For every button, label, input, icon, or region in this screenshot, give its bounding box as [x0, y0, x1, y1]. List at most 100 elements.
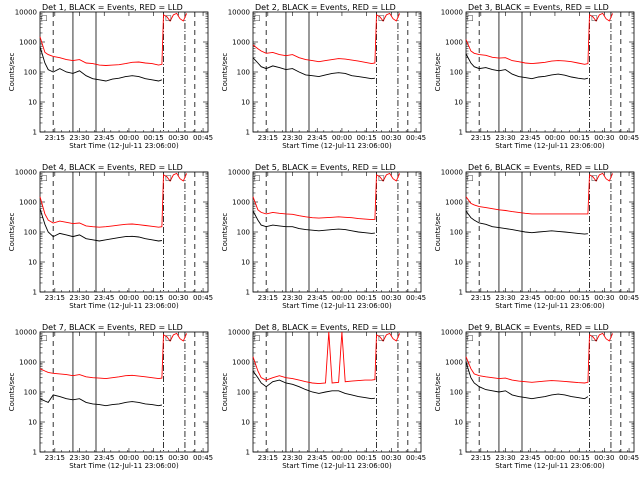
lld-series-line: [252, 12, 401, 65]
x-tick-label: 00:00: [119, 454, 139, 462]
corner-marker: □: [41, 334, 48, 342]
x-tick-label: 23:15: [258, 134, 278, 142]
corner-marker: □: [254, 334, 261, 342]
x-tick-label: 00:00: [545, 294, 565, 302]
x-axis-label: Start Time (12-Jul-11 23:06:00): [69, 462, 179, 470]
x-tick-label: 00:15: [144, 294, 164, 302]
corner-marker: □: [378, 174, 385, 182]
panel-title: Det 1, BLACK = Events, RED = LLD: [42, 3, 183, 12]
y-axis-label: Counts/sec: [434, 213, 442, 252]
y-tick-label: 1000: [445, 199, 463, 207]
x-tick-label: 23:30: [69, 454, 89, 462]
y-tick-label: 1: [33, 289, 37, 297]
events-series-line: [465, 210, 588, 235]
x-tick-label: 00:00: [545, 134, 565, 142]
y-tick-label: 1000: [445, 359, 463, 367]
corner-marker: □: [165, 174, 172, 182]
panel-title: Det 7, BLACK = Events, RED = LLD: [42, 323, 183, 332]
corner-marker: □: [467, 14, 474, 22]
corner-marker: □: [591, 174, 598, 182]
y-tick-label: 100: [450, 229, 463, 237]
plot-frame: [465, 331, 635, 453]
x-axis-label: Start Time (12-Jul-11 23:06:00): [495, 302, 605, 310]
corner-marker: □: [378, 14, 385, 22]
x-tick-label: 00:15: [144, 134, 164, 142]
x-tick-label: 00:00: [545, 454, 565, 462]
lld-series-line: [465, 12, 614, 65]
y-axis-label: Counts/sec: [434, 53, 442, 92]
y-tick-label: 100: [237, 389, 250, 397]
panel-title: Det 3, BLACK = Events, RED = LLD: [468, 3, 609, 12]
y-tick-label: 100: [24, 389, 37, 397]
events-series-line: [252, 370, 375, 400]
y-tick-label: 10: [241, 259, 250, 267]
x-tick-label: 23:45: [307, 454, 327, 462]
panel-title: Det 2, BLACK = Events, RED = LLD: [255, 3, 396, 12]
panel-5: Det 5, BLACK = Events, RED = LLD 1 10 100 10…: [221, 163, 426, 310]
y-tick-label: 100: [24, 229, 37, 237]
corner-marker: □: [254, 14, 261, 22]
panel-title: Det 8, BLACK = Events, RED = LLD: [255, 323, 396, 332]
events-series-line: [465, 361, 589, 400]
y-tick-label: 1: [246, 289, 250, 297]
panel-1: Det 1, BLACK = Events, RED = LLD 1 10 100 10…: [8, 3, 213, 150]
x-tick-label: 00:30: [594, 294, 614, 302]
y-tick-label: 1: [246, 129, 250, 137]
x-tick-label: 23:30: [69, 294, 89, 302]
y-tick-label: 100: [237, 69, 250, 77]
x-tick-label: 23:15: [471, 134, 491, 142]
y-tick-label: 10000: [15, 329, 37, 337]
y-tick-label: 10000: [441, 329, 463, 337]
plot-frame: [39, 171, 209, 293]
corner-marker: □: [467, 174, 474, 182]
x-axis-label: Start Time (12-Jul-11 23:06:00): [282, 302, 392, 310]
x-tick-label: 23:15: [258, 294, 278, 302]
x-tick-label: 23:15: [471, 294, 491, 302]
events-series-line: [39, 208, 162, 242]
panel-3: Det 3, BLACK = Events, RED = LLD 1 10 100 10…: [434, 3, 639, 150]
corner-marker: □: [591, 14, 598, 22]
x-tick-label: 23:30: [282, 294, 302, 302]
y-tick-label: 1: [33, 129, 37, 137]
x-tick-label: 00:15: [357, 454, 377, 462]
y-axis-label: Counts/sec: [221, 373, 229, 412]
lld-series-line: [465, 332, 614, 384]
x-tick-label: 00:15: [357, 294, 377, 302]
panel-title: Det 9, BLACK = Events, RED = LLD: [468, 323, 609, 332]
events-series-line: [252, 210, 375, 234]
y-tick-label: 1000: [232, 359, 250, 367]
x-tick-label: 23:45: [307, 134, 327, 142]
y-tick-label: 10: [241, 419, 250, 427]
y-tick-label: 1000: [19, 39, 37, 47]
x-tick-label: 00:00: [332, 454, 352, 462]
x-tick-label: 00:00: [119, 294, 139, 302]
x-tick-label: 00:45: [406, 454, 426, 462]
x-tick-label: 23:30: [282, 454, 302, 462]
x-axis-label: Start Time (12-Jul-11 23:06:00): [69, 302, 179, 310]
x-axis-label: Start Time (12-Jul-11 23:06:00): [282, 462, 392, 470]
lld-series-line: [39, 172, 188, 228]
events-series-line: [39, 46, 163, 82]
y-axis-label: Counts/sec: [221, 213, 229, 252]
corner-marker: □: [41, 174, 48, 182]
plot-frame: [252, 331, 422, 453]
panel-title: Det 6, BLACK = Events, RED = LLD: [468, 163, 609, 172]
corner-marker: □: [41, 14, 48, 22]
x-axis-label: Start Time (12-Jul-11 23:06:00): [282, 142, 392, 150]
y-tick-label: 1000: [19, 199, 37, 207]
x-tick-label: 00:30: [594, 454, 614, 462]
events-series-line: [465, 53, 589, 80]
corner-marker: □: [165, 14, 172, 22]
x-tick-label: 00:00: [119, 134, 139, 142]
x-tick-label: 23:45: [94, 454, 114, 462]
y-tick-label: 1000: [19, 359, 37, 367]
y-tick-label: 10: [241, 99, 250, 107]
events-series-line: [252, 57, 375, 80]
x-tick-label: 00:45: [619, 294, 639, 302]
x-tick-label: 23:45: [307, 294, 327, 302]
x-tick-label: 23:45: [520, 134, 540, 142]
y-tick-label: 1000: [445, 39, 463, 47]
x-tick-label: 23:30: [282, 134, 302, 142]
x-tick-label: 00:30: [168, 454, 188, 462]
